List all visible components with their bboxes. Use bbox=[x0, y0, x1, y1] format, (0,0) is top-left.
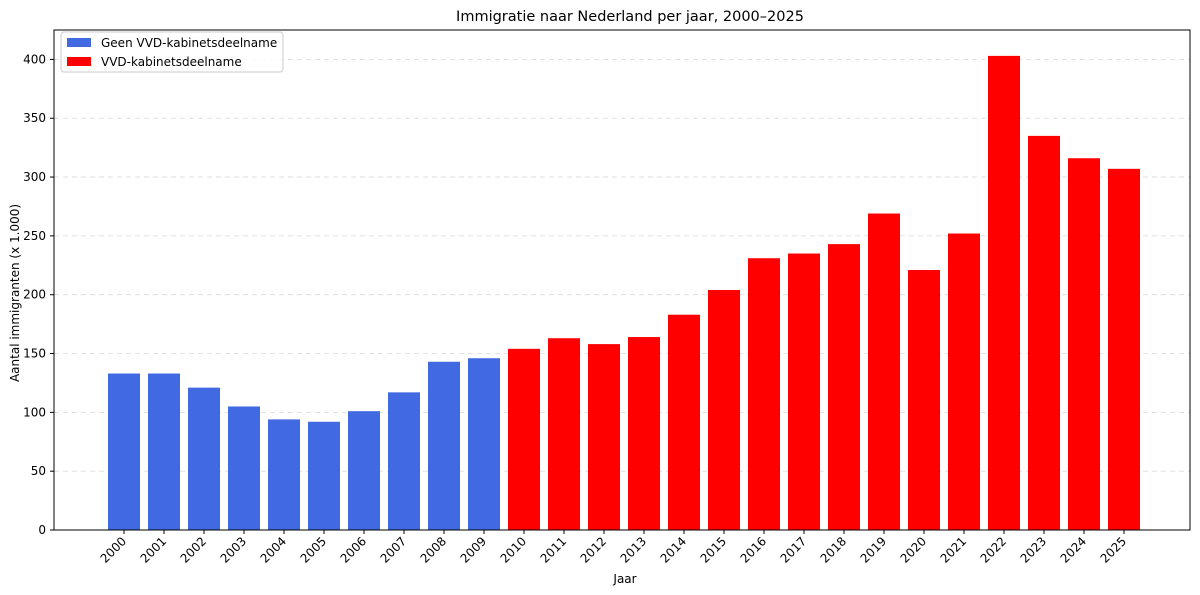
x-axis: 2000 2001 2002 2003 2004 2005 2006 2007 2008 2009… bbox=[98, 530, 1129, 566]
bar-2015 bbox=[708, 290, 740, 530]
x-tick-label-2023: 2023 bbox=[1018, 534, 1049, 565]
bar-2019 bbox=[868, 213, 900, 530]
x-tick-label-2005: 2005 bbox=[298, 534, 329, 565]
x-tick-label-2022: 2022 bbox=[978, 534, 1009, 565]
bar-2001 bbox=[148, 373, 180, 530]
x-tick-label-2021: 2021 bbox=[938, 534, 969, 565]
x-tick-label-2008: 2008 bbox=[418, 534, 449, 565]
x-tick-label-2017: 2017 bbox=[778, 534, 809, 565]
bar-2023 bbox=[1028, 135, 1060, 530]
x-tick-label-2002: 2002 bbox=[178, 534, 209, 565]
x-tick-label-2003: 2003 bbox=[218, 534, 249, 565]
y-axis: 0 50 100 150 200 250 300 350 400 bbox=[23, 52, 54, 537]
legend-label-vvd: VVD-kabinetsdeelname bbox=[101, 55, 242, 69]
legend-swatch-vvd bbox=[67, 57, 91, 66]
bar-2022 bbox=[988, 55, 1020, 530]
x-tick-label-2015: 2015 bbox=[698, 534, 729, 565]
bar-2021 bbox=[948, 233, 980, 530]
bar-2011 bbox=[548, 338, 580, 530]
x-tick-label-2000: 2000 bbox=[98, 534, 129, 565]
y-tick-label: 100 bbox=[23, 405, 46, 419]
y-tick-label: 350 bbox=[23, 111, 46, 125]
y-tick-label: 300 bbox=[23, 170, 46, 184]
x-tick-label-2012: 2012 bbox=[578, 534, 609, 565]
bar-2018 bbox=[828, 244, 860, 530]
bar-2010 bbox=[508, 348, 540, 530]
x-tick-label-2025: 2025 bbox=[1098, 534, 1129, 565]
y-axis-label: Aantal immigranten (x 1.000) bbox=[8, 204, 22, 382]
x-tick-label-2013: 2013 bbox=[618, 534, 649, 565]
x-tick-label-2020: 2020 bbox=[898, 534, 929, 565]
y-tick-label: 150 bbox=[23, 347, 46, 361]
bar-2006 bbox=[348, 411, 380, 530]
bar-2012 bbox=[588, 344, 620, 530]
bar-2005 bbox=[308, 421, 340, 530]
legend-label-geen-vvd: Geen VVD-kabinetsdeelname bbox=[101, 36, 277, 50]
x-tick-label-2018: 2018 bbox=[818, 534, 849, 565]
x-axis-label: Jaar bbox=[612, 572, 636, 586]
bar-2002 bbox=[188, 387, 220, 530]
bar-2024 bbox=[1068, 158, 1100, 530]
legend-box bbox=[60, 31, 284, 73]
bar-2025 bbox=[1108, 168, 1140, 530]
x-tick-label-2024: 2024 bbox=[1058, 534, 1089, 565]
x-tick-label-2001: 2001 bbox=[138, 534, 169, 565]
bar-2007 bbox=[388, 392, 420, 530]
x-tick-label-2019: 2019 bbox=[858, 534, 889, 565]
x-tick-label-2010: 2010 bbox=[498, 534, 529, 565]
bar-2004 bbox=[268, 419, 300, 530]
bars bbox=[108, 55, 1140, 530]
x-tick-label-2007: 2007 bbox=[378, 534, 409, 565]
y-tick-label: 50 bbox=[31, 464, 46, 478]
bar-2013 bbox=[628, 337, 660, 530]
plot-frame bbox=[53, 29, 1191, 531]
bar-2000 bbox=[108, 373, 140, 530]
bar-2016 bbox=[748, 258, 780, 530]
x-tick-label-2009: 2009 bbox=[458, 534, 489, 565]
x-tick-label-2014: 2014 bbox=[658, 534, 689, 565]
bar-2009 bbox=[468, 358, 500, 530]
y-tick-label: 400 bbox=[23, 52, 46, 66]
bar-2014 bbox=[668, 314, 700, 530]
bar-2020 bbox=[908, 270, 940, 530]
x-tick-label-2011: 2011 bbox=[538, 534, 569, 565]
x-tick-label-2016: 2016 bbox=[738, 534, 769, 565]
chart-title: Immigratie naar Nederland per jaar, 2000… bbox=[456, 9, 804, 25]
y-tick-label: 200 bbox=[23, 288, 46, 302]
legend: Geen VVD-kabinetsdeelname VVD-kabinetsde… bbox=[60, 31, 284, 73]
bar-2008 bbox=[428, 361, 460, 530]
y-tick-label: 0 bbox=[38, 523, 46, 537]
bar-2003 bbox=[228, 406, 260, 530]
x-tick-label-2006: 2006 bbox=[338, 534, 369, 565]
x-tick-label-2004: 2004 bbox=[258, 534, 289, 565]
bar-2017 bbox=[788, 253, 820, 530]
legend-swatch-geen-vvd bbox=[67, 38, 91, 47]
y-tick-label: 250 bbox=[23, 229, 46, 243]
